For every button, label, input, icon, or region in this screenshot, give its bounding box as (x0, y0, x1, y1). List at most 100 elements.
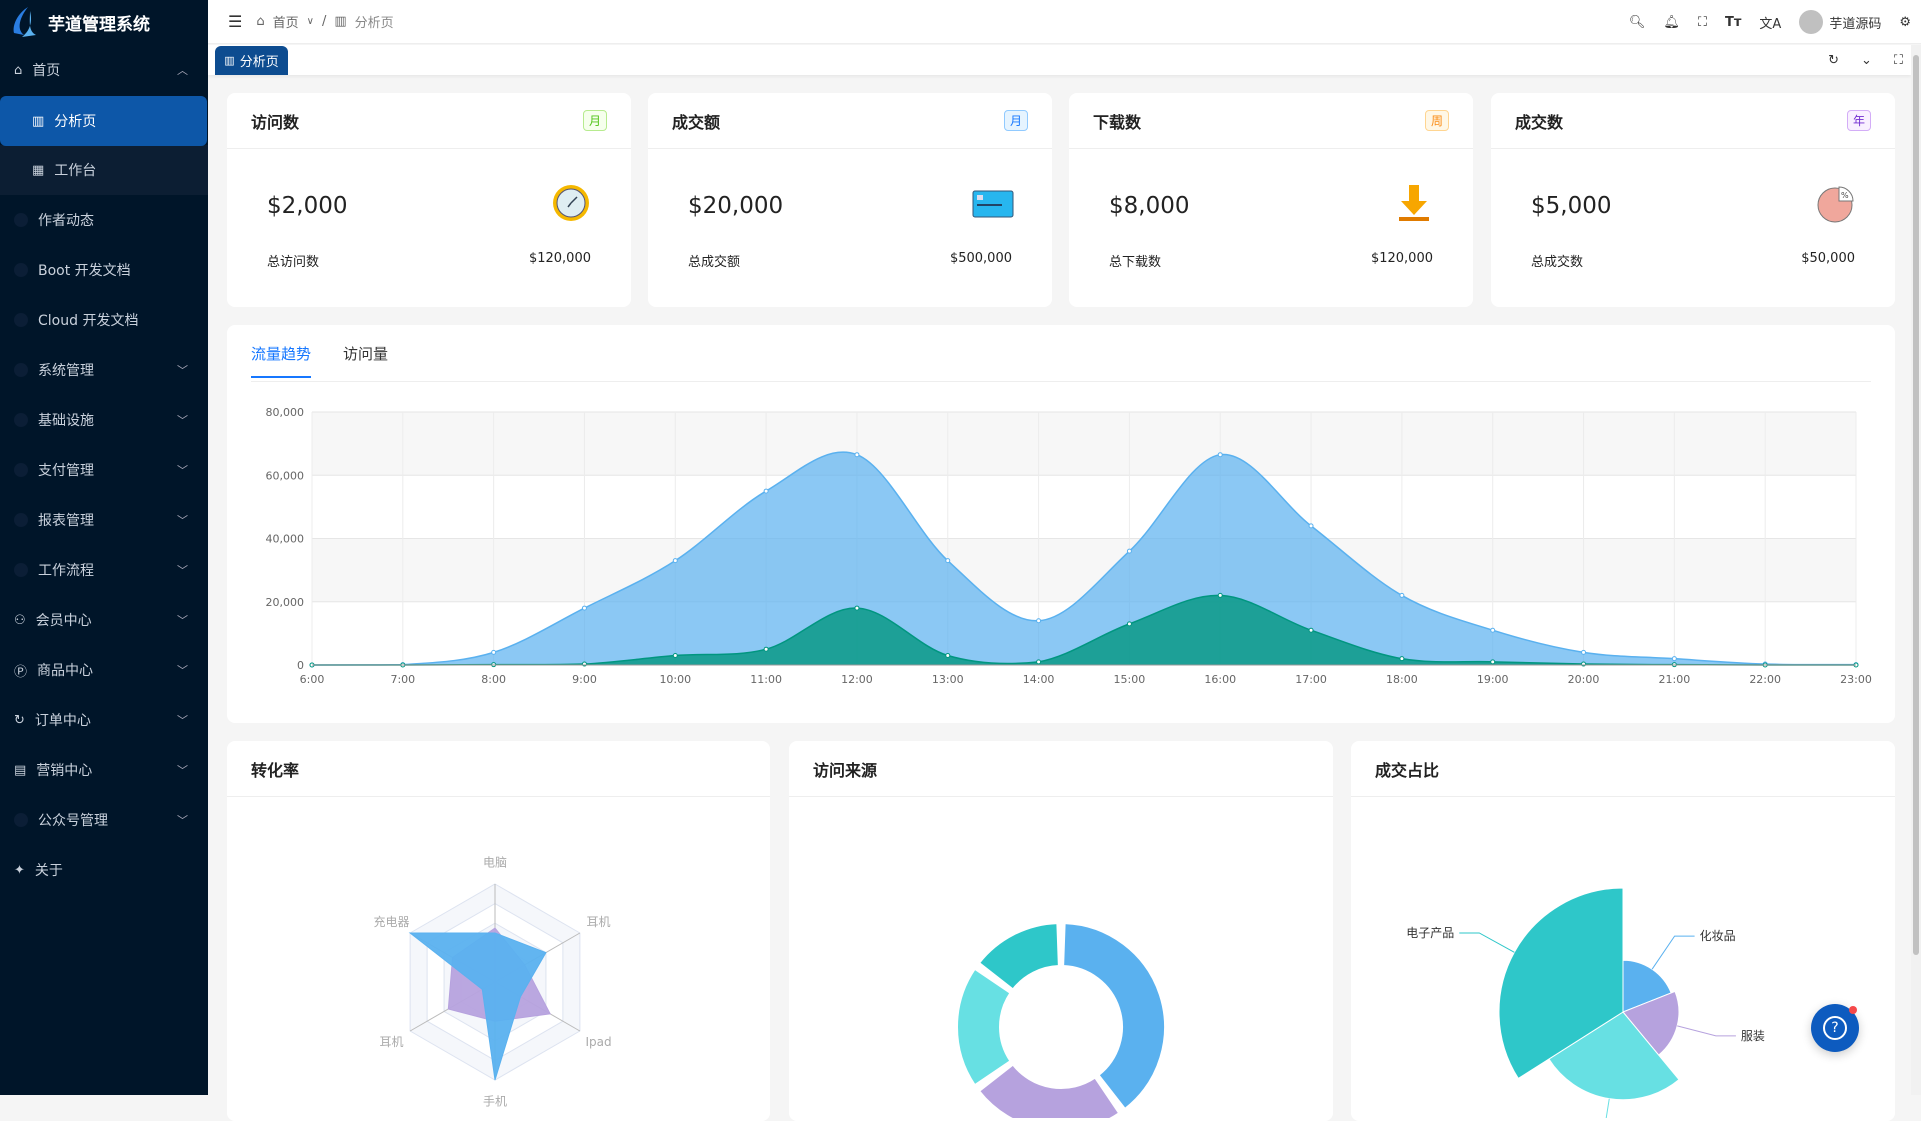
area-chart: 0 20,000 40,000 60,000 80,000 6:00 7:00 8:00 9:0… (266, 406, 1872, 686)
radar-indicator-label: 耳机 (587, 915, 611, 929)
sidebar-item-label: 关于 (34, 863, 63, 879)
grid-band (312, 412, 1856, 476)
stat-title: 成交额 (672, 112, 721, 132)
gift-icon: ▤ (14, 762, 27, 778)
tab-visits[interactable]: 访问量 (343, 345, 389, 363)
stat-card: 下载数 周 $8,000 总下载数 $120,000 (1069, 93, 1473, 307)
sidebar-item-label: 支付管理 (38, 463, 94, 479)
sidebar-item[interactable]: 系统管理 ﹀ (0, 345, 208, 395)
sidebar-item[interactable]: 基础设施 ﹀ (0, 395, 208, 445)
dot-icon (14, 463, 28, 477)
data-point (581, 605, 587, 611)
font-size-icon[interactable]: Tт (1725, 14, 1742, 30)
stat-total-label: 总成交额 (688, 255, 741, 270)
dot-icon (14, 213, 28, 227)
help-button[interactable]: ? (1811, 1004, 1859, 1052)
dot-icon (14, 513, 28, 527)
trend-panel: 流量趋势 访问量 0 20,000 40,000 60,000 80,000 6:00 7:… (227, 325, 1895, 723)
series-area (312, 595, 1856, 665)
sidebar-item-label: 工作流程 (38, 563, 94, 579)
maximize-icon[interactable]: ⛶ (1893, 52, 1903, 68)
y-tick-label: 40,000 (266, 533, 305, 546)
chevron-down-icon: ﹀ (177, 614, 188, 627)
data-point (1126, 548, 1132, 554)
sidebar-item[interactable]: ↻ 订单中心 ﹀ (0, 695, 208, 745)
data-point (1490, 659, 1496, 665)
sidebar-item[interactable]: Cloud 开发文档 (0, 295, 208, 345)
stat-card: 成交数 年 $5,000 % 总成交数 $50,000 (1491, 93, 1895, 307)
collapse-menu-icon[interactable]: ☰ (228, 12, 243, 31)
user-menu[interactable]: 芋道源码 (1799, 10, 1881, 34)
sidebar-item[interactable]: 公众号管理 ﹀ (0, 795, 208, 845)
data-point (1126, 621, 1132, 627)
sidebar-item-label: 商品中心 (37, 663, 94, 679)
data-point (1308, 523, 1314, 529)
bell-icon[interactable]: 🔔︎ (1663, 14, 1680, 30)
data-point (1399, 592, 1405, 598)
rose-slice-label: 化妆品 (1700, 929, 1736, 943)
fullscreen-icon[interactable]: ⛶ (1697, 14, 1708, 30)
question-icon: ? (1823, 1016, 1847, 1040)
scrollbar[interactable] (1911, 45, 1921, 1095)
period-tag: 周 (1424, 110, 1449, 131)
y-tick-label: 80,000 (266, 406, 305, 419)
rose-label-line (1459, 932, 1515, 953)
sidebar-item[interactable]: ⚇ 会员中心 ﹀ (0, 595, 208, 645)
x-tick-label: 14:00 (1023, 673, 1055, 686)
sidebar-item[interactable]: ⌂ 首页 ︿ (0, 45, 208, 95)
tab-divider (251, 381, 1871, 382)
breadcrumb-item[interactable]: 首页 (272, 16, 299, 31)
scrollbar-thumb[interactable] (1913, 55, 1919, 955)
data-point (763, 488, 769, 494)
translate-icon[interactable]: 文A (1759, 16, 1782, 32)
chevron-down-icon[interactable]: ∨ (306, 16, 314, 27)
donut-slice (1062, 922, 1166, 1110)
sidebar-item[interactable]: 作者动态 (0, 195, 208, 245)
donut-chart (956, 922, 1166, 1118)
sidebar-item[interactable]: ▥ 分析页 (0, 96, 207, 146)
header: ☰ ⌂ 首页 ∨ / ▥ 分析页 🔍︎ 🔔︎ ⛶ Tт 文A 芋道源码 ⚙ (208, 0, 1921, 44)
sidebar-item[interactable]: Ⓟ 商品中心 ﹀ (0, 645, 208, 695)
sidebar-item[interactable]: 工作流程 ﹀ (0, 545, 208, 595)
chevron-down-icon: ﹀ (177, 714, 188, 727)
pie-percent-icon: % (1817, 186, 1854, 223)
x-tick-label: 21:00 (1659, 673, 1691, 686)
sidebar-item[interactable]: 支付管理 ﹀ (0, 445, 208, 495)
data-point (854, 452, 860, 458)
data-point (672, 558, 678, 564)
dot-icon (14, 263, 28, 277)
sidebar-item[interactable]: ✦ 关于 (0, 845, 208, 895)
logo[interactable]: 芋道管理系统 (0, 0, 208, 44)
y-tick-label: 60,000 (266, 469, 305, 482)
period-tag: 月 (1003, 110, 1028, 131)
data-point (491, 649, 497, 655)
home-icon: ⌂ (14, 62, 23, 78)
stat-total-value: $120,000 (1370, 251, 1433, 266)
dot-icon (14, 813, 28, 827)
x-tick-label: 19:00 (1477, 673, 1509, 686)
x-tick-label: 17:00 (1295, 673, 1327, 686)
gear-icon[interactable]: ⚙ (1899, 14, 1911, 30)
dot-icon (14, 363, 28, 377)
x-tick-label: 23:00 (1840, 673, 1872, 686)
sidebar-item[interactable]: 报表管理 ﹀ (0, 495, 208, 545)
product-icon: Ⓟ (14, 664, 28, 680)
sidebar-item[interactable]: ▤ 营销中心 ﹀ (0, 745, 208, 795)
stat-value: $2,000 (267, 193, 348, 219)
search-icon[interactable]: 🔍︎ (1628, 14, 1646, 30)
x-tick-label: 20:00 (1568, 673, 1600, 686)
rose-slice (1622, 959, 1672, 1013)
stat-total-value: $500,000 (949, 251, 1012, 266)
data-point (1036, 618, 1042, 624)
data-point (1490, 627, 1496, 633)
credit-card-icon (972, 190, 1014, 218)
chevron-down-icon: ﹀ (177, 414, 188, 427)
tab-traffic-trend[interactable]: 流量趋势 (251, 343, 312, 378)
tab-analysis[interactable]: ▥ 分析页 (215, 46, 288, 75)
refresh-icon[interactable]: ↻ (1828, 52, 1839, 68)
stat-value: $5,000 (1531, 193, 1612, 219)
chevron-down-icon[interactable]: ⌄ (1860, 52, 1872, 68)
sidebar-item[interactable]: Boot 开发文档 (0, 245, 208, 295)
sidebar-item[interactable]: ▦ 工作台 (0, 145, 208, 195)
members-icon: ⚇ (14, 612, 26, 628)
